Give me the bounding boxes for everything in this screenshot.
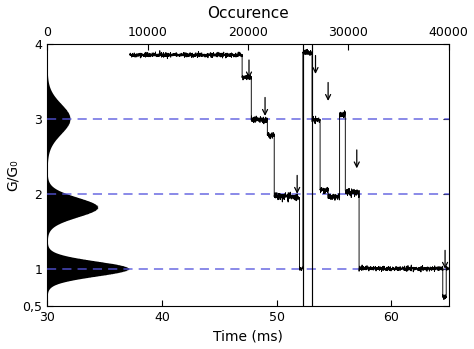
Y-axis label: G/G₀: G/G₀	[6, 159, 19, 191]
X-axis label: Time (ms): Time (ms)	[213, 329, 283, 343]
Title: Occurence: Occurence	[207, 6, 289, 21]
